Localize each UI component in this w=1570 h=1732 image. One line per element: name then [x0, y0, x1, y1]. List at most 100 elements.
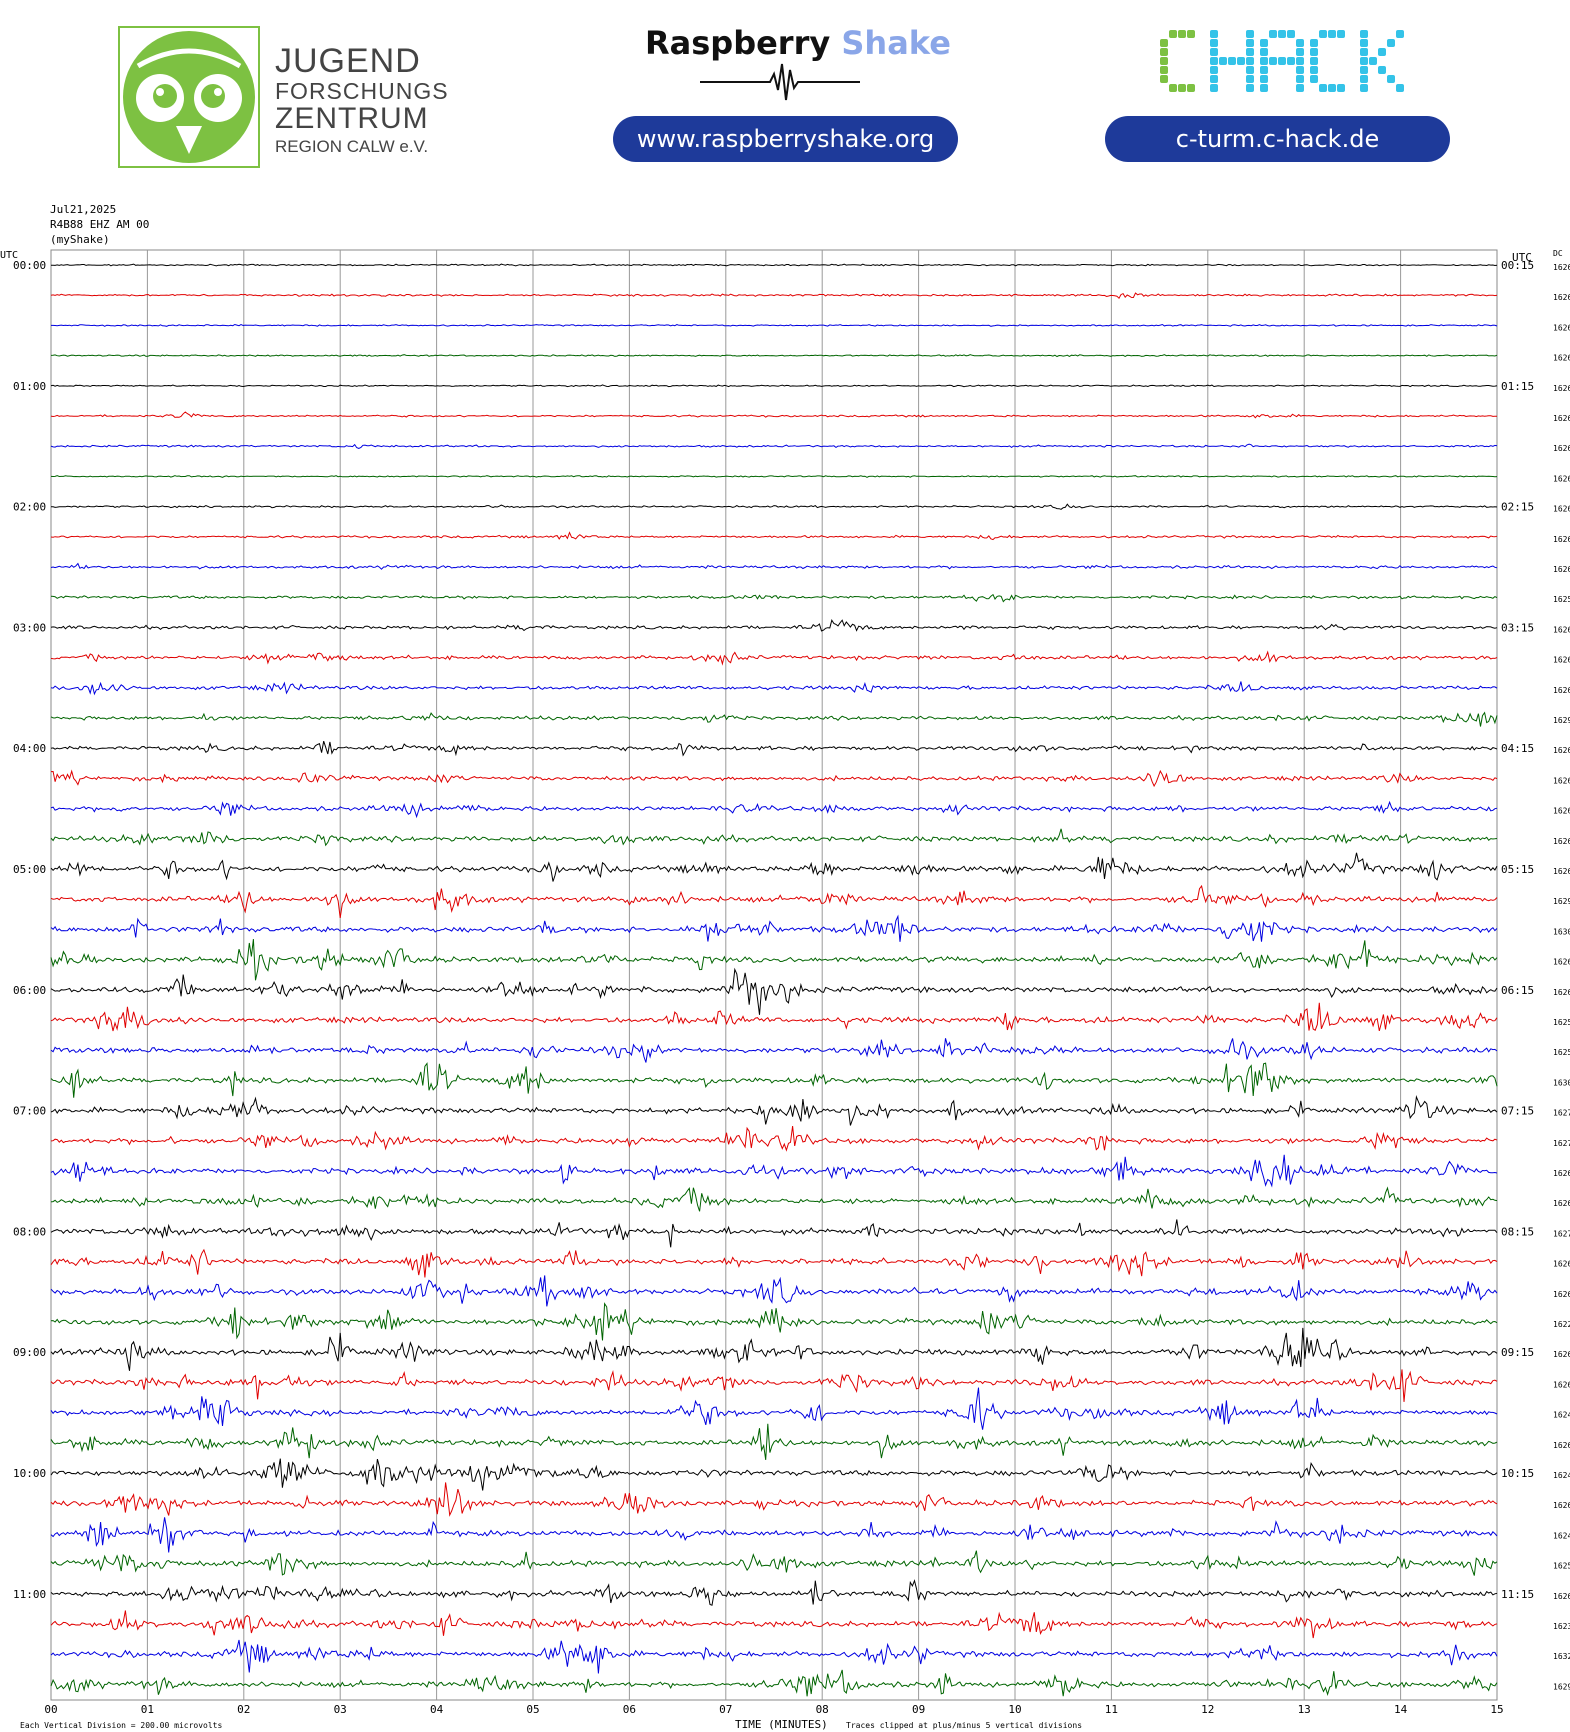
x-tick-label: 06: [623, 1703, 636, 1716]
chack-letter-h: [1210, 30, 1254, 92]
seismic-trace: [50, 263, 1498, 267]
jfz-line3: ZENTRUM: [275, 102, 429, 135]
chack-letter-k: [1360, 30, 1404, 92]
seismic-trace: [50, 1327, 1498, 1371]
seismic-trace: [50, 618, 1498, 632]
seismic-trace: [50, 1219, 1498, 1248]
hour-label-left: 07:00: [13, 1105, 46, 1118]
x-tick-label: 05: [526, 1703, 539, 1716]
seismic-trace: [50, 1458, 1498, 1491]
seismic-trace: [50, 1423, 1498, 1460]
hour-label-left: 05:00: [13, 863, 46, 876]
dc-value: 16244: [1553, 1531, 1570, 1540]
seismic-trace: [50, 384, 1498, 388]
dc-title: DC: [1553, 249, 1563, 258]
dc-value: 16256: [1553, 1018, 1570, 1027]
seismic-trace: [50, 443, 1498, 449]
x-tick-label: 09: [912, 1703, 925, 1716]
dc-value: 16265: [1553, 565, 1570, 574]
dc-value: 16264: [1553, 625, 1570, 634]
dc-value: 16262: [1553, 293, 1570, 302]
seismic-trace: [50, 411, 1497, 419]
seismic-trace: [50, 1639, 1498, 1674]
dc-value: 16267: [1553, 474, 1570, 483]
dc-value: 16267: [1553, 1441, 1570, 1450]
x-tick-label: 02: [237, 1703, 250, 1716]
x-tick-label: 07: [719, 1703, 732, 1716]
seismic-trace: [50, 354, 1498, 358]
x-tick-label: 15: [1490, 1703, 1503, 1716]
seismic-trace: [50, 475, 1498, 478]
dc-value: 16269: [1553, 1380, 1570, 1389]
dc-value: 16263: [1553, 1592, 1570, 1601]
right-utc-title: UTC: [1512, 251, 1532, 264]
dc-value: 16268: [1553, 746, 1570, 755]
dc-value: 16257: [1553, 595, 1570, 604]
jfz-line1: JUGEND: [275, 42, 421, 80]
x-tick-label: 01: [141, 1703, 154, 1716]
dc-value: 16259: [1553, 1562, 1570, 1571]
dc-value: 16322: [1553, 1652, 1570, 1661]
hour-label-right: 06:15: [1501, 984, 1534, 997]
seismic-trace: [50, 884, 1498, 918]
hour-label-left: 03:00: [13, 621, 46, 634]
dc-value: 16267: [1553, 988, 1570, 997]
hour-label-left: 01:00: [13, 380, 46, 393]
hour-label-right: 11:15: [1501, 1588, 1534, 1601]
seismic-trace: [50, 1154, 1498, 1188]
seismic-trace: [50, 967, 1498, 1015]
seismic-trace: [50, 681, 1498, 696]
seismic-trace: [50, 1062, 1498, 1098]
station-owner: (myShake): [50, 233, 110, 246]
x-tick-label: 11: [1105, 1703, 1118, 1716]
raspberryshake-url-link[interactable]: www.raspberryshake.org: [613, 116, 958, 162]
dc-value: 16260: [1553, 656, 1570, 665]
raspberry-shake-logo: Raspberry Shake: [645, 24, 951, 62]
x-axis-label: TIME (MINUTES): [735, 1718, 828, 1731]
rs-word1: Raspberry: [645, 24, 831, 62]
x-tick-label: 03: [334, 1703, 347, 1716]
dc-value: 16236: [1553, 1622, 1570, 1631]
dc-value: 16292: [1553, 1682, 1570, 1691]
left-utc-title: UTC: [0, 250, 18, 261]
dc-value: 16265: [1553, 776, 1570, 785]
seismic-trace: [50, 828, 1498, 847]
hour-label-right: 01:15: [1501, 380, 1534, 393]
hour-label-right: 00:15: [1501, 259, 1534, 272]
dc-value: 16269: [1553, 1290, 1570, 1299]
x-tick-label: 13: [1298, 1703, 1311, 1716]
seismic-trace: [50, 1550, 1498, 1576]
seismic-trace: [50, 740, 1498, 757]
seismic-trace: [50, 769, 1498, 788]
dc-value: 16267: [1553, 414, 1570, 423]
hour-label-left: 10:00: [13, 1467, 46, 1480]
dc-value: 16222: [1553, 1320, 1570, 1329]
x-tick-label: 14: [1394, 1703, 1408, 1716]
seismic-trace: [50, 711, 1498, 727]
chack-url-link[interactable]: c-turm.c-hack.de: [1105, 116, 1450, 162]
seismic-trace: [50, 1094, 1498, 1126]
dc-value: 16265: [1553, 384, 1570, 393]
dc-value: 16266: [1553, 867, 1570, 876]
dc-value: 16266: [1553, 444, 1570, 453]
seismic-trace: [50, 1610, 1498, 1639]
hour-label-left: 06:00: [13, 984, 46, 997]
hour-label-left: 11:00: [13, 1588, 46, 1601]
seismic-trace: [50, 562, 1498, 570]
seismic-trace: [50, 1248, 1498, 1278]
x-tick-label: 04: [430, 1703, 444, 1716]
seismic-trace: [50, 1669, 1498, 1697]
dc-value: 16266: [1553, 535, 1570, 544]
hour-label-right: 07:15: [1501, 1105, 1534, 1118]
dc-value: 16248: [1553, 1411, 1570, 1420]
jfz-line4: REGION CALW e.V.: [275, 137, 429, 156]
chack-logo: [1160, 30, 1410, 100]
x-tick-label: 10: [1008, 1703, 1021, 1716]
dc-value: 16266: [1553, 1260, 1570, 1269]
seismic-trace: [50, 800, 1498, 819]
dc-value: 16267: [1553, 1199, 1570, 1208]
